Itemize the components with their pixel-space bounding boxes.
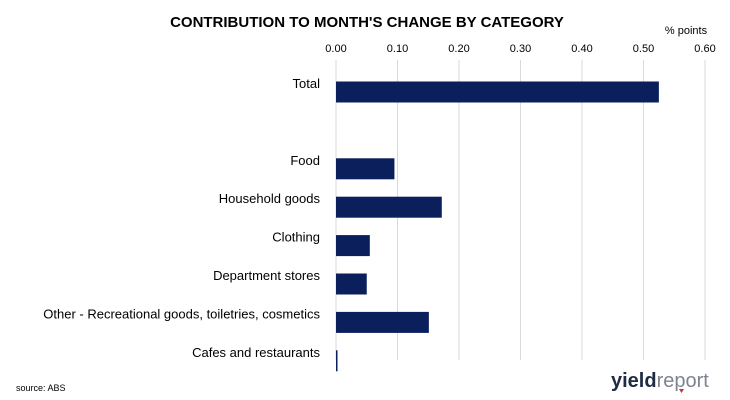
yieldreport-logo: yieldreport	[611, 370, 709, 393]
bar	[336, 273, 367, 295]
logo-report: report	[657, 370, 710, 392]
category-label: Cafes and restaurants	[192, 345, 320, 360]
category-label: Other - Recreational goods, toiletries, …	[43, 306, 320, 321]
bar	[336, 81, 659, 103]
logo-accent-icon	[679, 389, 684, 393]
category-label: Department stores	[213, 268, 320, 283]
category-label: Clothing	[272, 230, 320, 245]
bar	[336, 196, 442, 218]
logo-yield: yield	[611, 370, 657, 392]
x-tick-label: 0.50	[633, 43, 654, 55]
bar	[336, 235, 370, 257]
x-tick-label: 0.10	[387, 43, 408, 55]
bar	[336, 158, 395, 180]
unit-label: % points	[665, 25, 708, 37]
chart-title: CONTRIBUTION TO MONTH'S CHANGE BY CATEGO…	[170, 14, 564, 31]
x-tick-label: 0.20	[448, 43, 469, 55]
category-label: Household goods	[219, 191, 321, 206]
bar	[336, 311, 429, 333]
category-labels: Total Food Household goods Clothing Departme…	[43, 76, 320, 360]
bars	[336, 81, 659, 372]
x-tick-label: 0.00	[325, 43, 346, 55]
source-note: source: ABS	[16, 383, 66, 393]
x-tick-label: 0.40	[571, 43, 592, 55]
x-tick-label: 0.60	[694, 43, 715, 55]
category-label: Food	[290, 153, 320, 168]
bar	[336, 350, 338, 372]
gridlines	[335, 60, 706, 360]
category-label: Total	[293, 76, 321, 91]
x-axis-ticks: 0.00 0.10 0.20 0.30 0.40 0.50 0.60	[325, 43, 715, 55]
x-tick-label: 0.30	[510, 43, 531, 55]
svg-text:yieldreport: yieldreport	[611, 370, 709, 392]
